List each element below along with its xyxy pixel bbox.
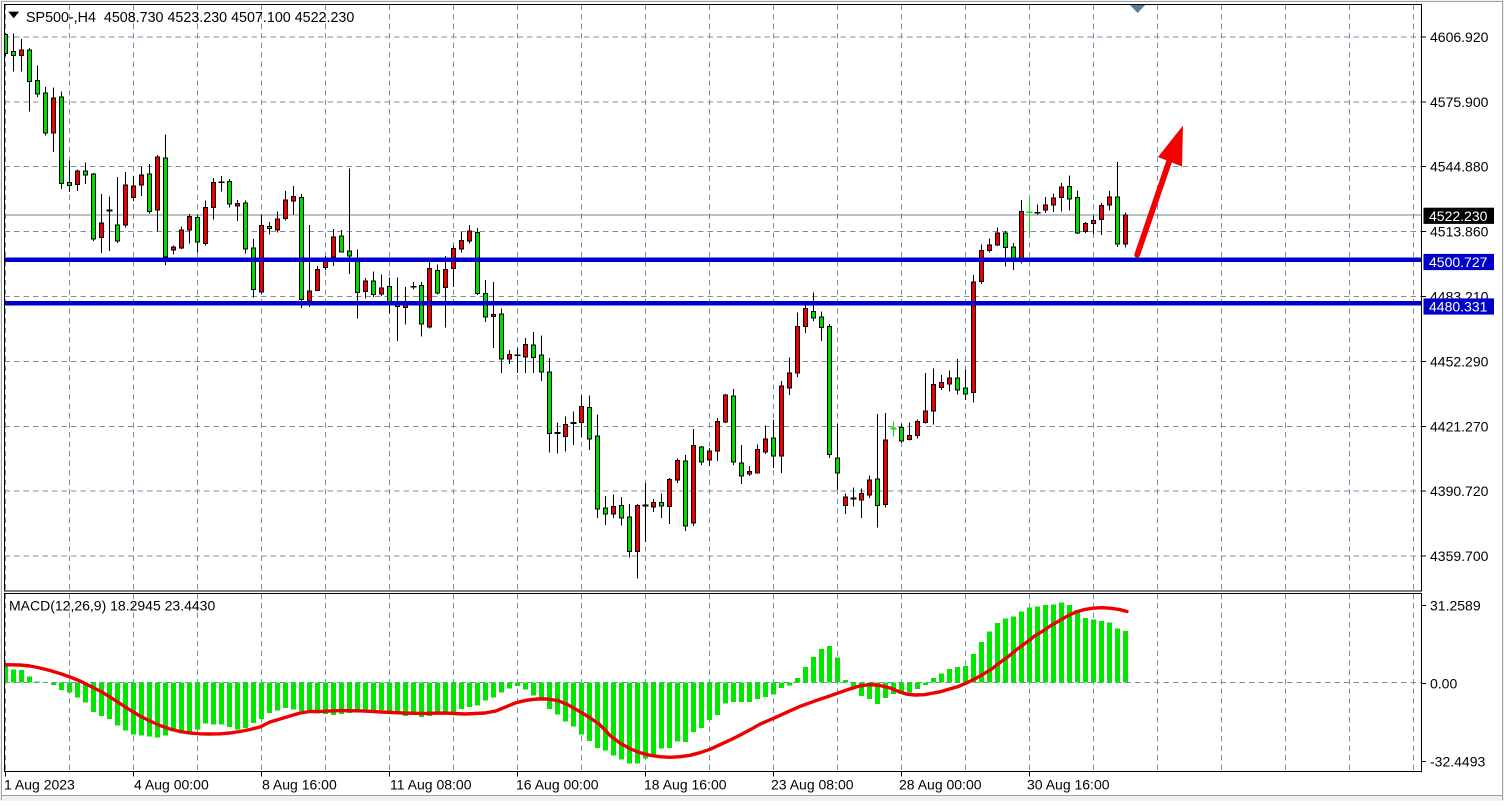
- svg-text:4606.920: 4606.920: [1430, 29, 1489, 45]
- svg-text:4390.720: 4390.720: [1430, 483, 1489, 499]
- svg-text:30 Aug 16:00: 30 Aug 16:00: [1027, 777, 1110, 793]
- svg-text:4359.700: 4359.700: [1430, 548, 1489, 564]
- svg-text:28 Aug 00:00: 28 Aug 00:00: [899, 777, 982, 793]
- svg-text:MACD(12,26,9) 18.2945 23.4430: MACD(12,26,9) 18.2945 23.4430: [9, 598, 215, 614]
- svg-text:1 Aug 2023: 1 Aug 2023: [4, 777, 75, 793]
- svg-text:11 Aug 08:00: 11 Aug 08:00: [390, 777, 472, 793]
- svg-text:4452.290: 4452.290: [1430, 353, 1489, 369]
- svg-text:4421.270: 4421.270: [1430, 418, 1489, 434]
- svg-text:31.2589: 31.2589: [1430, 597, 1481, 613]
- svg-text:0.00: 0.00: [1430, 676, 1457, 692]
- svg-text:4 Aug 00:00: 4 Aug 00:00: [134, 777, 209, 793]
- svg-text:4480.331: 4480.331: [1429, 299, 1488, 315]
- svg-text:16 Aug 00:00: 16 Aug 00:00: [516, 777, 599, 793]
- svg-text:8 Aug 16:00: 8 Aug 16:00: [262, 777, 337, 793]
- svg-text:4544.880: 4544.880: [1430, 159, 1489, 175]
- svg-text:23 Aug 08:00: 23 Aug 08:00: [771, 777, 854, 793]
- svg-text:4522.230: 4522.230: [1429, 208, 1488, 224]
- svg-text:18 Aug 16:00: 18 Aug 16:00: [644, 777, 727, 793]
- svg-text:4513.860: 4513.860: [1430, 224, 1489, 240]
- svg-text:SP500-,H4 4508.730 4523.230 4: SP500-,H4 4508.730 4523.230 4507.100 452…: [26, 10, 354, 26]
- svg-text:4575.900: 4575.900: [1430, 94, 1489, 110]
- svg-text:4500.727: 4500.727: [1429, 254, 1488, 270]
- svg-text:-32.4493: -32.4493: [1430, 754, 1485, 770]
